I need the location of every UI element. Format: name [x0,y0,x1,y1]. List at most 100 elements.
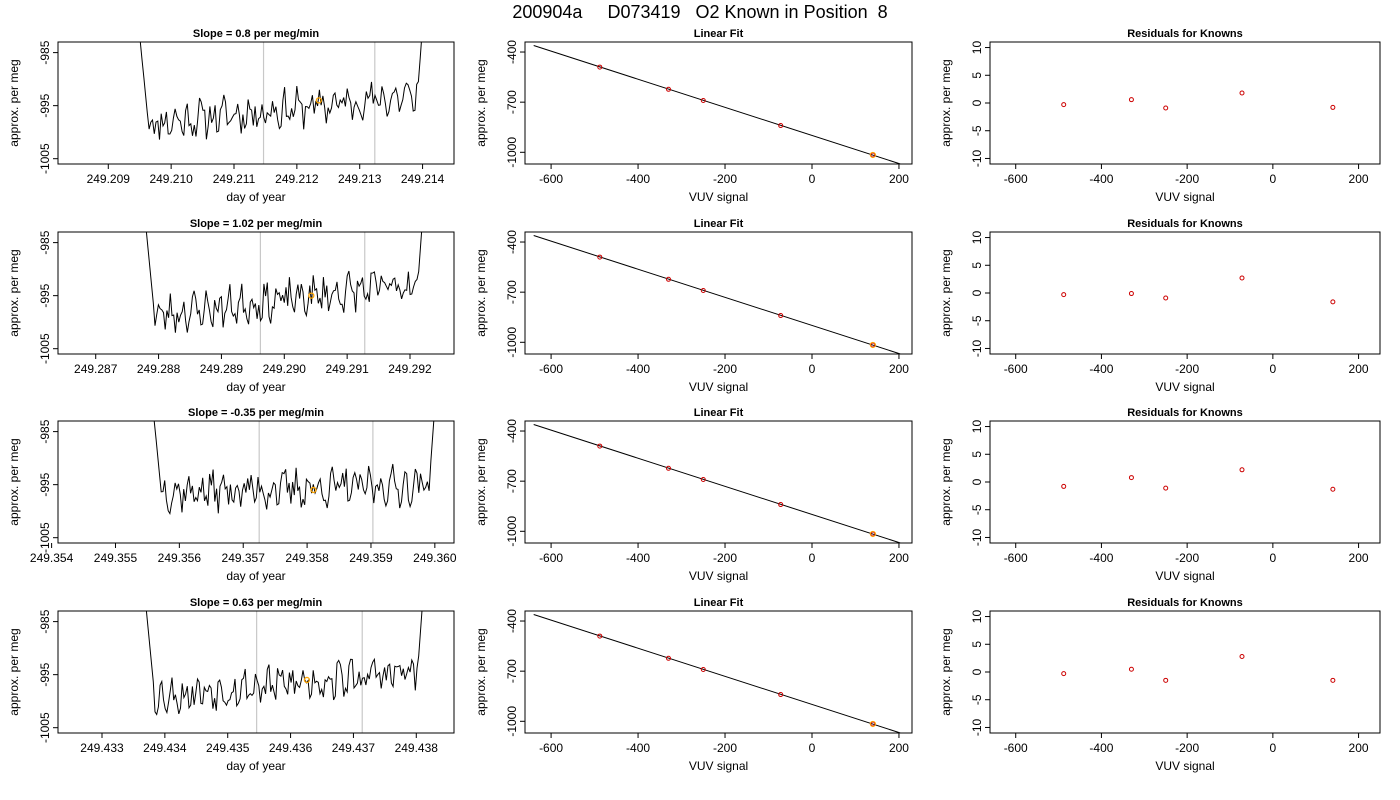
x-tick-label: 200 [1349,172,1369,186]
x-tick-label: 200 [889,362,909,376]
data-point [1239,653,1245,659]
y-tick-label: 10 [970,41,984,55]
x-tick-label: 0 [1270,172,1277,186]
y-axis-label: approx. per meg [939,628,953,715]
x-tick-label: 249.213 [338,172,382,186]
x-tick-label: -200 [1175,741,1199,755]
x-tick-label: 200 [1349,362,1369,376]
x-tick-label: -200 [1175,172,1199,186]
x-tick-label: 200 [1349,741,1369,755]
fit-line [533,614,903,733]
x-tick-label: 249.291 [325,362,369,376]
plot-frame [57,610,455,734]
y-tick-label: -10 [970,339,984,357]
signal-trace [139,42,422,140]
data-point [1239,275,1245,281]
x-tick-label: 249.209 [87,172,131,186]
y-tick-label: -1000 [505,137,519,168]
x-tick-label: -200 [713,172,737,186]
y-tick-label: -700 [505,280,519,304]
highlight-point [303,676,311,684]
panel-3-3: Residuals for Knowns -600 -400 -200 0 200 -10 -… [939,407,1381,583]
y-tick-label: -400 [505,419,519,443]
y-axis-label: approx. per meg [7,438,21,525]
x-tick-label: -400 [626,362,650,376]
y-tick-label: -1000 [505,516,519,547]
panel-data [153,421,435,543]
x-tick-label: -600 [539,172,563,186]
x-tick-label: 249.211 [213,172,256,186]
x-tick-label: -600 [539,362,563,376]
data-point [870,531,876,537]
y-tick-label: -985 [38,419,52,443]
highlight-point [308,292,315,299]
y-tick-label: -400 [505,609,519,633]
y-tick-label: -5 [970,315,984,326]
x-tick-label: -600 [1004,362,1028,376]
panel-title: Slope = -0.35 per meg/min [188,407,324,419]
panel-4-2: Linear Fit -600 -400 -200 0 200 -400 -700 -1000 V… [474,597,913,773]
x-tick-label: -600 [539,551,563,565]
fit-line [533,235,903,354]
panel-data [1061,467,1336,492]
y-tick-label: 10 [970,231,984,245]
panel-title: Linear Fit [694,407,744,419]
fit-line [533,45,903,164]
y-tick-label: -1005 [38,522,52,553]
panel-title: Residuals for Knowns [1127,407,1243,419]
y-axis-label: approx. per meg [474,628,488,715]
x-tick-label: 200 [889,172,909,186]
panel-title: Linear Fit [694,597,744,609]
panel-1-3: Residuals for Knowns -600 -400 -200 0 200 -10 -… [939,28,1381,204]
panel-4-1: Slope = 0.63 per meg/min 249.433 249.434 24… [7,597,455,773]
y-tick-label: 10 [970,420,984,434]
plot-frame [524,41,913,165]
y-tick-label: -400 [505,40,519,64]
y-tick-label: -5 [970,125,984,136]
x-tick-label: -400 [1089,362,1113,376]
panel-data [145,611,423,733]
data-point [1163,485,1169,491]
panel-title: Linear Fit [694,218,744,230]
y-tick-label: -1005 [38,712,52,743]
data-point [597,64,603,70]
panel-title: Residuals for Knowns [1127,28,1243,40]
x-tick-label: -200 [713,551,737,565]
x-tick-label: -400 [626,551,650,565]
x-tick-label: 0 [1270,362,1277,376]
y-tick-label: -995 [38,662,52,686]
y-tick-label: -700 [505,90,519,114]
y-tick-label: -1005 [38,333,52,364]
data-point [1128,291,1134,297]
y-tick-label: -700 [505,469,519,493]
y-tick-label: -5 [970,694,984,705]
y-tick-label: -1005 [38,143,52,174]
x-tick-label: -200 [713,362,737,376]
plot-frame [57,41,455,165]
y-axis-label: approx. per meg [474,249,488,336]
y-axis-label: approx. per meg [474,438,488,525]
y-axis-label: approx. per meg [939,438,953,525]
figure-title: 200904a D073419 O2 Known in Position 8 [512,2,888,22]
panel-data [1061,275,1336,305]
x-axis-label: VUV signal [689,759,748,773]
data-point [700,97,706,103]
data-point [1061,483,1067,489]
data-point [778,502,784,508]
data-point [870,721,876,727]
plot-frame [524,231,913,355]
x-tick-label: 249.210 [149,172,193,186]
x-tick-label: 249.434 [143,741,187,755]
data-point [1061,292,1067,298]
y-tick-label: -400 [505,230,519,254]
panel-title: Slope = 0.63 per meg/min [190,597,323,609]
data-point [1330,486,1336,492]
data-point [665,655,671,661]
data-point [1128,97,1134,103]
data-point [665,465,671,471]
x-tick-label: -200 [713,741,737,755]
x-tick-label: -600 [1004,551,1028,565]
panel-data [139,42,422,164]
